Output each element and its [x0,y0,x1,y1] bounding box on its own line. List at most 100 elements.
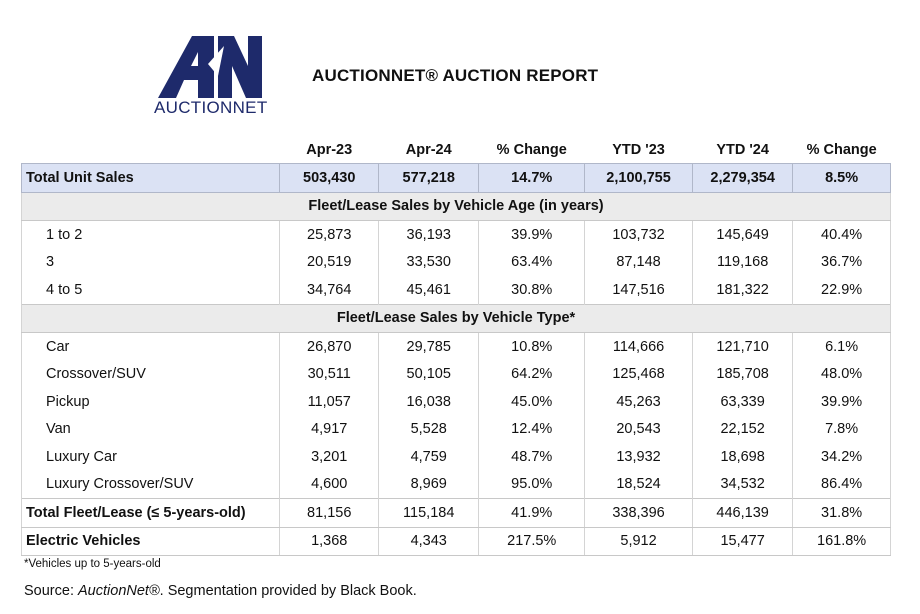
cell-value: 121,710 [692,332,794,361]
cell-value: 31.8% [792,498,891,528]
cell-value: 45,263 [584,388,694,416]
cell-value: 12.4% [478,415,586,443]
row-label: 3 [20,248,281,276]
cell-value: 36.7% [792,248,891,276]
cell-value: 5,912 [584,526,694,556]
total-unit-sales-row: Total Unit Sales 503,430 577,218 14.7% 2… [20,163,891,193]
total-fleet-lease-row: Total Fleet/Lease (≤ 5-years-old) 81,156… [20,498,891,528]
row-label: 4 to 5 [20,276,281,304]
table-row: Crossover/SUV 30,511 50,105 64.2% 125,46… [20,360,891,388]
table-row: Luxury Car 3,201 4,759 48.7% 13,932 18,6… [20,443,891,471]
table-row: Van 4,917 5,528 12.4% 20,543 22,152 7.8% [20,415,891,443]
cell-value: 30,511 [279,360,380,388]
cell-value: 29,785 [378,332,480,361]
cell-value: 20,543 [584,415,694,443]
section-heading: Fleet/Lease Sales by Vehicle Type* [21,303,891,333]
cell-value: 446,139 [692,498,794,528]
cell-value: 2,279,354 [692,163,794,193]
cell-value: 40.4% [792,220,891,249]
cell-value: 25,873 [279,220,380,249]
cell-value: 125,468 [584,360,694,388]
cell-value: 4,917 [279,415,380,443]
source-prefix: Source: [24,583,74,599]
cell-value: 41.9% [478,498,586,528]
cell-value: 4,343 [378,526,480,556]
cell-value: 87,148 [584,248,694,276]
column-header-pct-change-month: % Change [478,137,585,164]
cell-value: 103,732 [584,220,694,249]
cell-value: 5,528 [378,415,480,443]
column-header-ytd-23: YTD '23 [584,137,693,164]
cell-value: 114,666 [584,332,694,361]
logo-wordmark: AUCTIONNET [154,98,268,117]
cell-value: 48.7% [478,443,586,471]
cell-value: 503,430 [279,163,380,193]
cell-value: 20,519 [279,248,380,276]
table-row: 3 20,519 33,530 63.4% 87,148 119,168 36.… [20,248,891,276]
cell-value: 26,870 [279,332,380,361]
section-header-vehicle-type: Fleet/Lease Sales by Vehicle Type* [21,303,891,333]
cell-value: 30.8% [478,276,586,304]
table-row: 1 to 2 25,873 36,193 39.9% 103,732 145,6… [20,220,891,249]
cell-value: 33,530 [378,248,480,276]
cell-value: 39.9% [792,388,891,416]
column-header-ytd-24: YTD '24 [692,137,793,164]
cell-value: 147,516 [584,276,694,304]
cell-value: 95.0% [478,470,586,499]
section-heading: Fleet/Lease Sales by Vehicle Age (in yea… [21,191,891,221]
column-header-apr-23: Apr-23 [279,137,379,164]
source-line: Source: AuctionNet®. Segmentation provid… [24,583,417,599]
cell-value: 18,698 [692,443,794,471]
cell-value: 2,100,755 [584,163,694,193]
column-header-row: Apr-23 Apr-24 % Change YTD '23 YTD '24 %… [21,137,891,164]
cell-value: 7.8% [792,415,891,443]
cell-value: 14.7% [478,163,586,193]
cell-value: 8.5% [792,163,891,193]
cell-value: 34,532 [692,470,794,499]
cell-value: 45,461 [378,276,480,304]
cell-value: 4,759 [378,443,480,471]
cell-value: 217.5% [478,526,586,556]
row-label: Total Unit Sales [20,163,281,193]
footnote: *Vehicles up to 5-years-old [24,558,161,570]
cell-value: 11,057 [279,388,380,416]
row-label: Car [20,332,281,361]
row-label: Luxury Car [20,443,281,471]
cell-value: 22,152 [692,415,794,443]
source-name: AuctionNet® [78,583,160,599]
table-row: 4 to 5 34,764 45,461 30.8% 147,516 181,3… [20,276,891,304]
cell-value: 34,764 [279,276,380,304]
row-label: Pickup [20,388,281,416]
auction-report-table: Apr-23 Apr-24 % Change YTD '23 YTD '24 %… [20,137,891,556]
cell-value: 119,168 [692,248,794,276]
cell-value: 8,969 [378,470,480,499]
row-label: Crossover/SUV [20,360,281,388]
cell-value: 45.0% [478,388,586,416]
table-row: Luxury Crossover/SUV 4,600 8,969 95.0% 1… [20,470,891,499]
cell-value: 86.4% [792,470,891,499]
cell-value: 18,524 [584,470,694,499]
cell-value: 6.1% [792,332,891,361]
cell-value: 63.4% [478,248,586,276]
cell-value: 185,708 [692,360,794,388]
cell-value: 13,932 [584,443,694,471]
cell-value: 36,193 [378,220,480,249]
report-title: AUCTIONNET® AUCTION REPORT [312,66,599,85]
cell-value: 63,339 [692,388,794,416]
cell-value: 39.9% [478,220,586,249]
cell-value: 10.8% [478,332,586,361]
cell-value: 15,477 [692,526,794,556]
cell-value: 81,156 [279,498,380,528]
cell-value: 34.2% [792,443,891,471]
an-logo-mark-icon [158,36,262,98]
cell-value: 181,322 [692,276,794,304]
cell-value: 1,368 [279,526,380,556]
cell-value: 4,600 [279,470,380,499]
row-label: Electric Vehicles [20,526,281,556]
cell-value: 22.9% [792,276,891,304]
row-label: Total Fleet/Lease (≤ 5-years-old) [20,498,281,528]
cell-value: 338,396 [584,498,694,528]
table-row: Pickup 11,057 16,038 45.0% 45,263 63,339… [20,388,891,416]
section-header-vehicle-age: Fleet/Lease Sales by Vehicle Age (in yea… [21,191,891,221]
column-header-apr-24: Apr-24 [378,137,479,164]
